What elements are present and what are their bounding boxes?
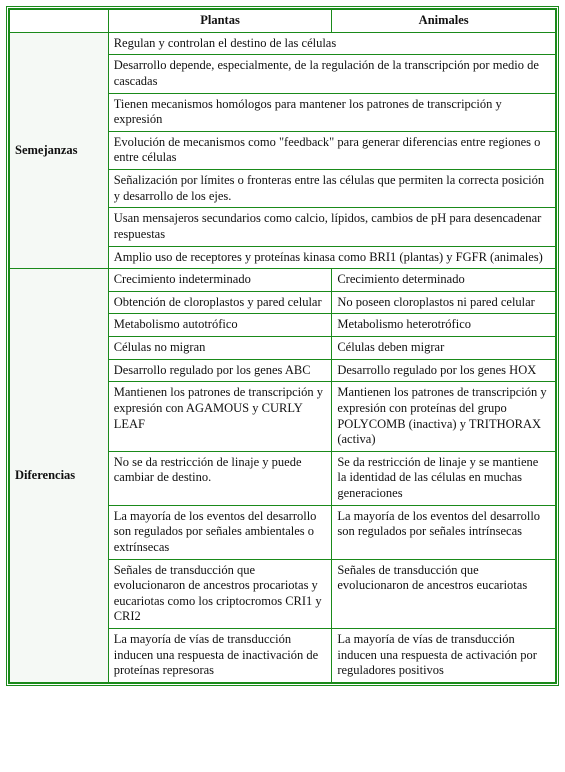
header-corner [10, 10, 109, 33]
diferencia-animales-cell: Metabolismo heterotrófico [332, 314, 556, 337]
diferencia-plantas-cell: Metabolismo autotrófico [108, 314, 332, 337]
diferencia-plantas-cell: Mantienen los patrones de transcripción … [108, 382, 332, 452]
diferencia-animales-cell: La mayoría de los eventos del desarrollo… [332, 505, 556, 559]
semejanza-cell: Evolución de mecanismos como "feedback" … [108, 131, 555, 169]
diferencia-animales-cell: Se da restricción de linaje y se mantien… [332, 451, 556, 505]
diferencia-plantas-cell: Obtención de cloroplastos y pared celula… [108, 291, 332, 314]
semejanza-cell: Señalización por límites o fronteras ent… [108, 170, 555, 208]
diferencia-plantas-cell: Señales de transducción que evolucionaro… [108, 559, 332, 629]
header-animales: Animales [332, 10, 556, 33]
comparison-table-wrapper: Plantas Animales Semejanzas Regulan y co… [6, 6, 559, 686]
diferencia-plantas-cell: La mayoría de los eventos del desarrollo… [108, 505, 332, 559]
rowlabel-semejanzas: Semejanzas [10, 32, 109, 269]
semejanza-cell: Amplio uso de receptores y proteínas kin… [108, 246, 555, 269]
diferencia-animales-cell: Crecimiento determinado [332, 269, 556, 292]
diferencia-animales-cell: Desarrollo regulado por los genes HOX [332, 359, 556, 382]
diferencia-animales-cell: La mayoría de vías de transducción induc… [332, 629, 556, 683]
diferencia-plantas-cell: Células no migran [108, 337, 332, 360]
comparison-table: Plantas Animales Semejanzas Regulan y co… [9, 9, 556, 683]
diferencia-animales-cell: No poseen cloroplastos ni pared celular [332, 291, 556, 314]
table-row: Diferencias Crecimiento indeterminado Cr… [10, 269, 556, 292]
diferencia-plantas-cell: No se da restricción de linaje y puede c… [108, 451, 332, 505]
semejanza-cell: Regulan y controlan el destino de las cé… [108, 32, 555, 55]
semejanza-cell: Usan mensajeros secundarios como calcio,… [108, 208, 555, 246]
rowlabel-diferencias: Diferencias [10, 269, 109, 683]
header-plantas: Plantas [108, 10, 332, 33]
table-header-row: Plantas Animales [10, 10, 556, 33]
semejanza-cell: Desarrollo depende, especialmente, de la… [108, 55, 555, 93]
diferencia-animales-cell: Señales de transducción que evolucionaro… [332, 559, 556, 629]
semejanza-cell: Tienen mecanismos homólogos para mantene… [108, 93, 555, 131]
diferencia-animales-cell: Células deben migrar [332, 337, 556, 360]
diferencia-plantas-cell: Desarrollo regulado por los genes ABC [108, 359, 332, 382]
table-row: Semejanzas Regulan y controlan el destin… [10, 32, 556, 55]
diferencia-plantas-cell: Crecimiento indeterminado [108, 269, 332, 292]
diferencia-plantas-cell: La mayoría de vías de transducción induc… [108, 629, 332, 683]
diferencia-animales-cell: Mantienen los patrones de transcripción … [332, 382, 556, 452]
